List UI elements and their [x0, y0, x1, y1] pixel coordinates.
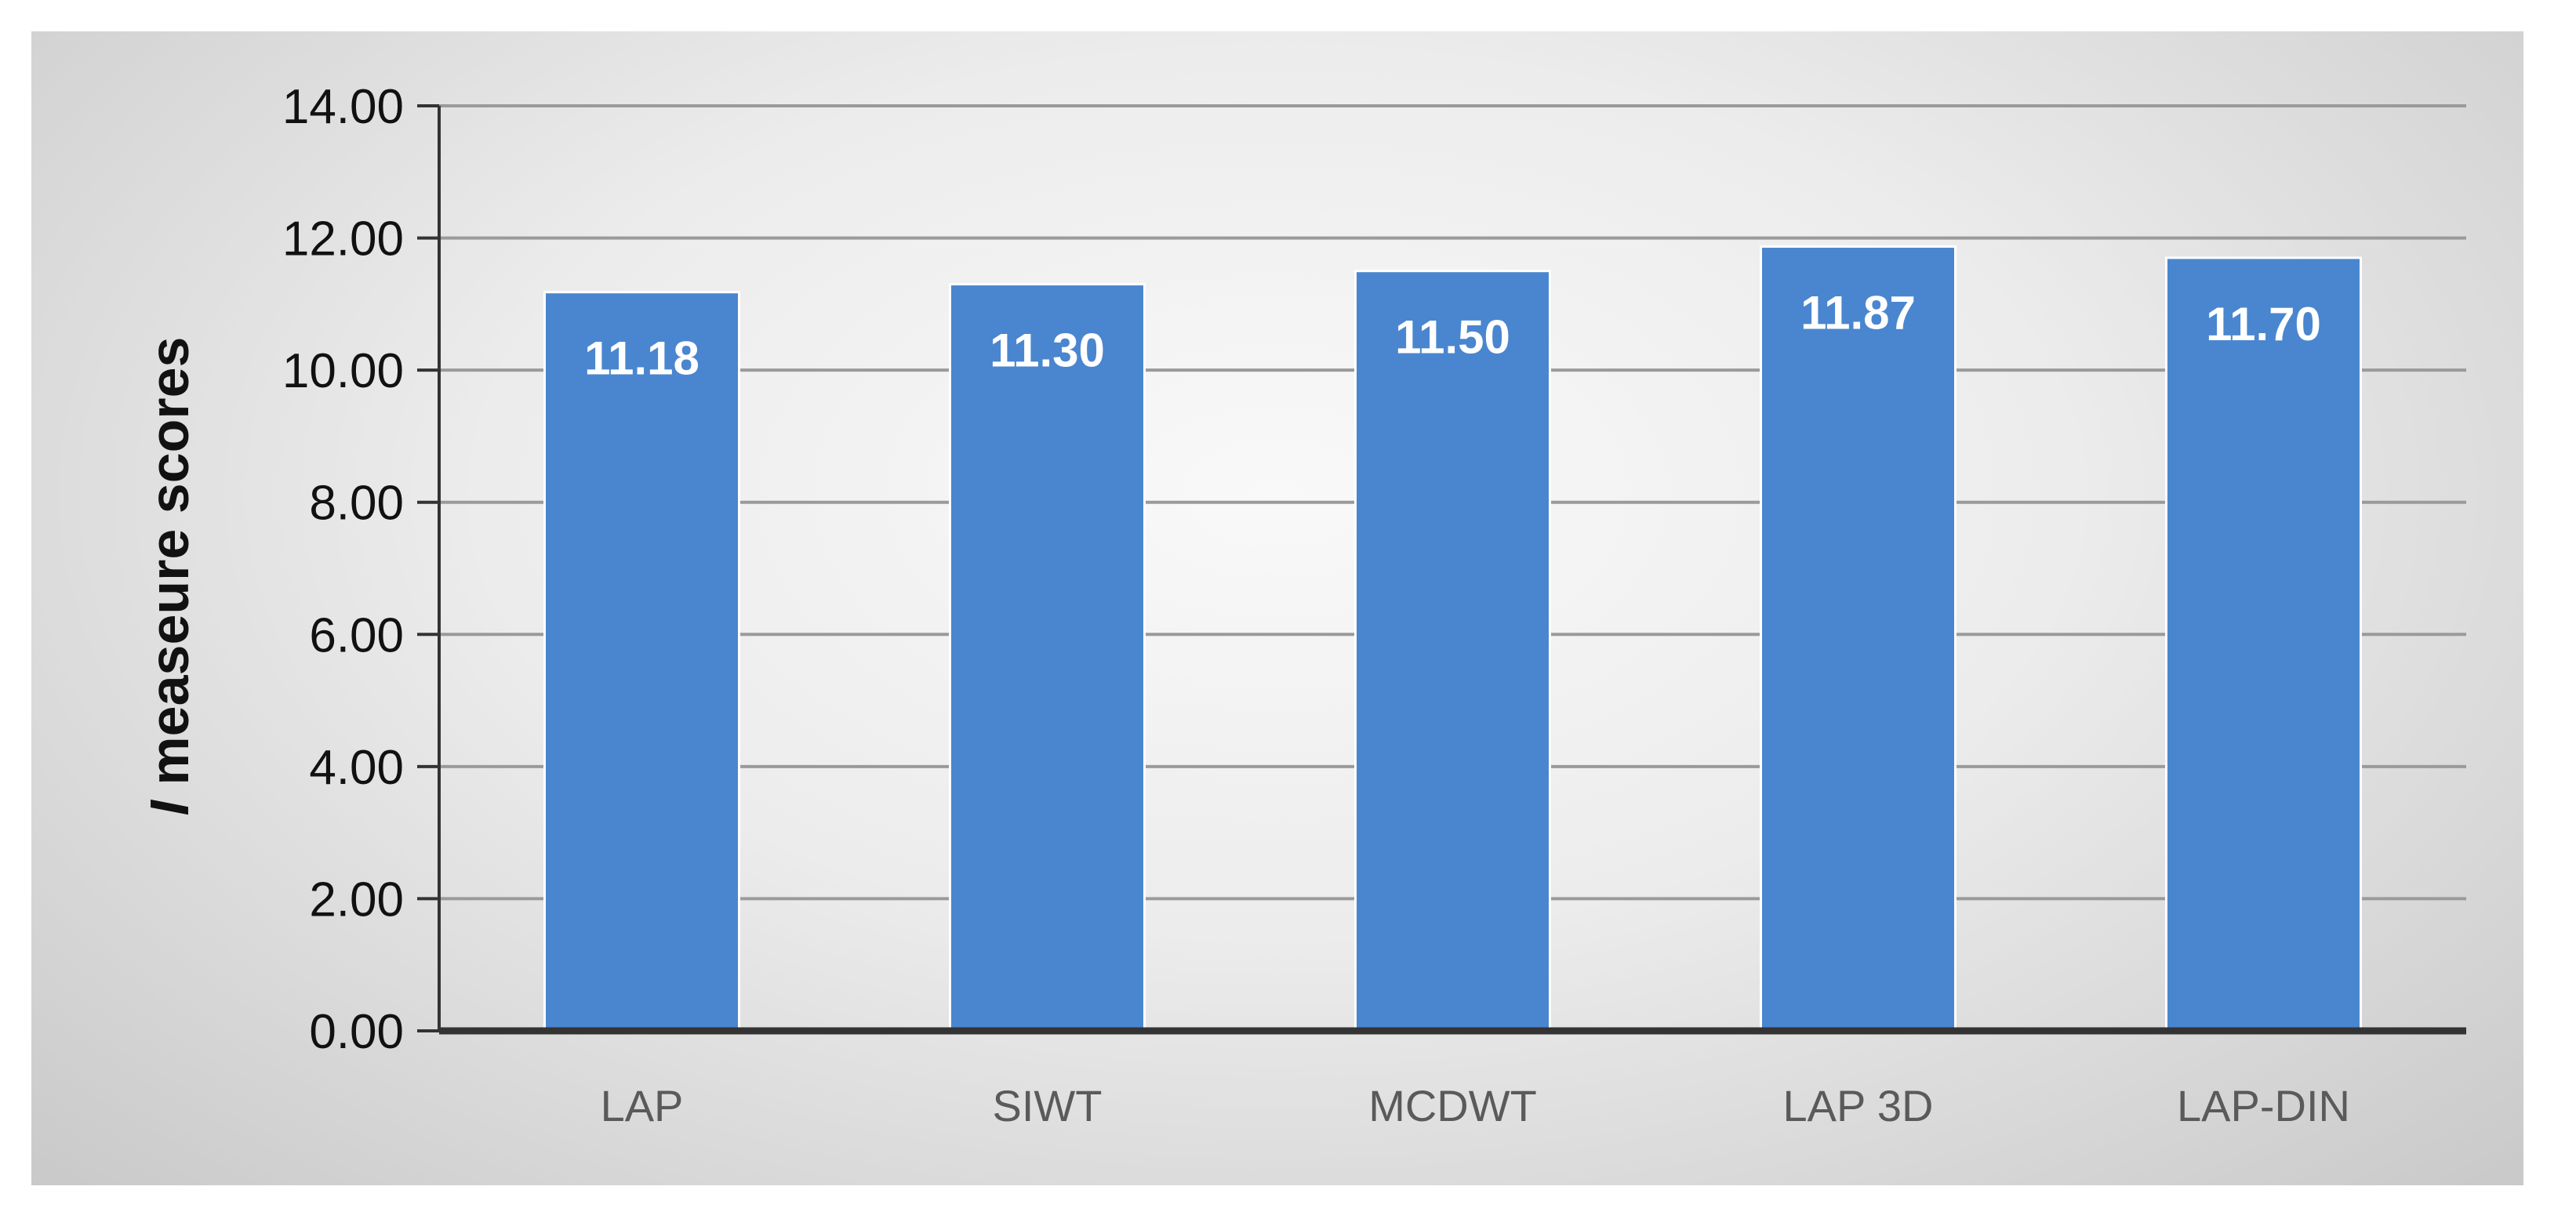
y-tick-label: 4.00 [309, 741, 404, 795]
bar [1760, 245, 1957, 1032]
bar-value-label: 11.70 [2206, 298, 2321, 350]
y-tick-label: 2.00 [309, 873, 404, 927]
y-tick-label: 0.00 [309, 1005, 404, 1059]
y-tick-label: 14.00 [282, 80, 404, 134]
y-tick-label: 6.00 [309, 608, 404, 662]
y-tick-label: 10.00 [282, 344, 404, 398]
x-category-label: SIWT [993, 1081, 1103, 1130]
bar-value-label: 11.18 [584, 332, 699, 385]
bar [2165, 256, 2362, 1032]
y-axis-title: I measeure scores [139, 337, 200, 816]
x-category-label: MCDWT [1368, 1081, 1537, 1130]
bar [1354, 270, 1551, 1032]
bar [543, 291, 740, 1032]
x-axis-labels: LAP SIWT MCDWT LAP 3D LAP-DIN [601, 1081, 2350, 1130]
bar-value-label: 11.87 [1800, 287, 1916, 339]
y-tick-label: 8.00 [309, 477, 404, 531]
x-category-label: LAP 3D [1783, 1081, 1934, 1130]
y-axis-ticks: 0.00 2.00 4.00 6.00 8.00 10.00 12.00 14.00 [282, 80, 439, 1059]
y-tick-label: 12.00 [282, 212, 404, 267]
bar-value-label: 11.30 [990, 325, 1105, 377]
x-category-label: LAP-DIN [2177, 1081, 2350, 1130]
x-category-label: LAP [601, 1081, 684, 1130]
y-axis-title-text: measeure scores [139, 337, 200, 801]
bar-value-label: 11.50 [1395, 311, 1510, 364]
chart-background [31, 31, 2523, 1185]
axes [438, 106, 2466, 1035]
bars: 11.18 11.30 11.50 11.87 11.70 [543, 245, 2362, 1032]
y-axis-title-italic: I [139, 799, 200, 815]
bar [949, 283, 1146, 1032]
